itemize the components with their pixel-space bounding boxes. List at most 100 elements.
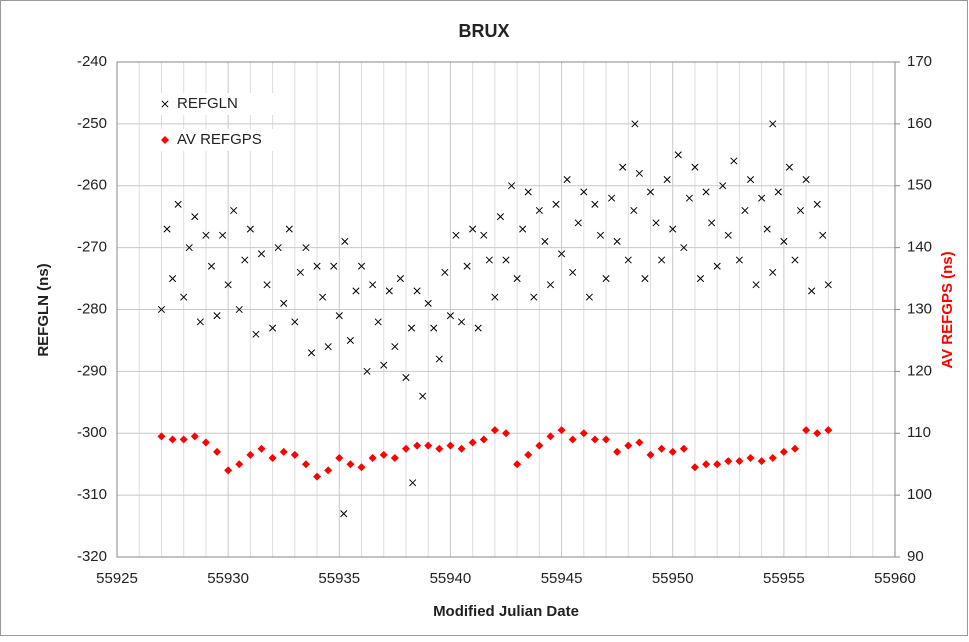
y2-tick-label: 160 <box>907 115 932 132</box>
legend-bg <box>157 129 287 151</box>
marker-diamond <box>168 435 177 444</box>
marker-x <box>402 374 410 382</box>
marker-diamond <box>546 432 555 441</box>
marker-diamond <box>157 432 166 441</box>
marker-x <box>813 200 821 208</box>
marker-x <box>635 169 643 177</box>
y-tick-label: -290 <box>77 362 107 379</box>
marker-diamond <box>457 444 466 453</box>
marker-x <box>291 318 299 326</box>
marker-diamond <box>646 450 655 459</box>
marker-x <box>713 262 721 270</box>
marker-diamond <box>524 450 533 459</box>
y-tick-label: -280 <box>77 300 107 317</box>
marker-diamond <box>424 441 433 450</box>
marker-x <box>224 281 232 289</box>
marker-x <box>769 268 777 276</box>
marker-x <box>530 293 538 301</box>
marker-x <box>646 188 655 196</box>
marker-x <box>163 225 171 233</box>
y2-axis-label: AV REFGPS (ns) <box>939 251 956 368</box>
marker-x <box>174 200 182 208</box>
marker-x <box>546 281 555 289</box>
marker-x <box>435 355 443 363</box>
marker-diamond <box>702 460 711 469</box>
marker-x <box>474 324 482 332</box>
marker-diamond <box>379 450 388 459</box>
marker-diamond <box>813 429 822 438</box>
marker-x <box>624 256 632 264</box>
marker-x <box>202 231 210 239</box>
marker-x <box>469 225 477 233</box>
marker-x <box>346 336 354 344</box>
marker-x <box>808 287 816 295</box>
marker-x <box>296 268 304 276</box>
marker-x <box>585 293 593 301</box>
marker-x <box>763 225 771 233</box>
chart-title: BRUX <box>458 21 509 41</box>
marker-x <box>658 256 666 264</box>
marker-x <box>230 206 238 215</box>
marker-diamond <box>479 435 488 444</box>
marker-diamond <box>390 454 399 462</box>
marker-x <box>330 262 338 270</box>
marker-diamond <box>190 432 199 441</box>
marker-diamond <box>535 441 544 450</box>
marker-x <box>340 510 348 518</box>
marker-x <box>480 231 488 239</box>
marker-x <box>391 343 399 351</box>
marker-x <box>419 392 427 400</box>
marker-diamond <box>368 454 377 462</box>
marker-diamond <box>401 444 410 453</box>
marker-diamond <box>446 441 455 450</box>
marker-x <box>252 330 260 338</box>
marker-x <box>257 250 266 258</box>
marker-diamond <box>624 441 633 450</box>
marker-diamond <box>590 435 599 444</box>
marker-x <box>541 237 549 245</box>
marker-x <box>446 312 454 320</box>
marker-x <box>508 182 516 190</box>
marker-x <box>485 256 493 264</box>
y2-tick-label: 120 <box>907 362 932 379</box>
x-tick-label: 55925 <box>96 570 138 587</box>
marker-diamond <box>635 438 644 447</box>
marker-x <box>380 361 388 369</box>
marker-diamond <box>468 438 477 447</box>
marker-diamond <box>502 429 510 438</box>
marker-x <box>819 231 827 239</box>
marker-x <box>702 188 710 196</box>
plot-frame <box>116 61 896 558</box>
marker-diamond <box>179 435 188 444</box>
marker-x <box>730 157 738 165</box>
marker-x <box>752 281 760 289</box>
marker-diamond <box>257 444 266 453</box>
marker-x <box>319 293 327 301</box>
marker-diamond <box>602 435 611 444</box>
marker-x <box>246 225 254 233</box>
y-tick-label: -300 <box>77 424 107 441</box>
y2-tick-label: 170 <box>907 53 932 70</box>
marker-diamond <box>568 435 577 444</box>
marker-x <box>457 318 466 326</box>
marker-diamond <box>290 450 299 459</box>
marker-diamond <box>690 463 699 472</box>
y-tick-label: -260 <box>77 177 107 194</box>
marker-diamond <box>246 450 255 459</box>
y-tick-label: -320 <box>77 548 107 565</box>
marker-diamond <box>435 444 444 453</box>
marker-x <box>463 262 471 270</box>
marker-x <box>569 268 577 276</box>
marker-x <box>708 219 716 227</box>
legend-marker <box>161 100 169 108</box>
x-tick-label: 55960 <box>874 570 916 587</box>
y2-tick-label: 130 <box>907 300 932 317</box>
marker-x <box>591 200 599 208</box>
marker-diamond <box>579 429 588 438</box>
marker-x <box>563 176 571 184</box>
marker-diamond <box>224 466 233 475</box>
marker-diamond <box>668 447 677 456</box>
marker-diamond <box>335 454 344 462</box>
marker-x <box>535 206 543 215</box>
